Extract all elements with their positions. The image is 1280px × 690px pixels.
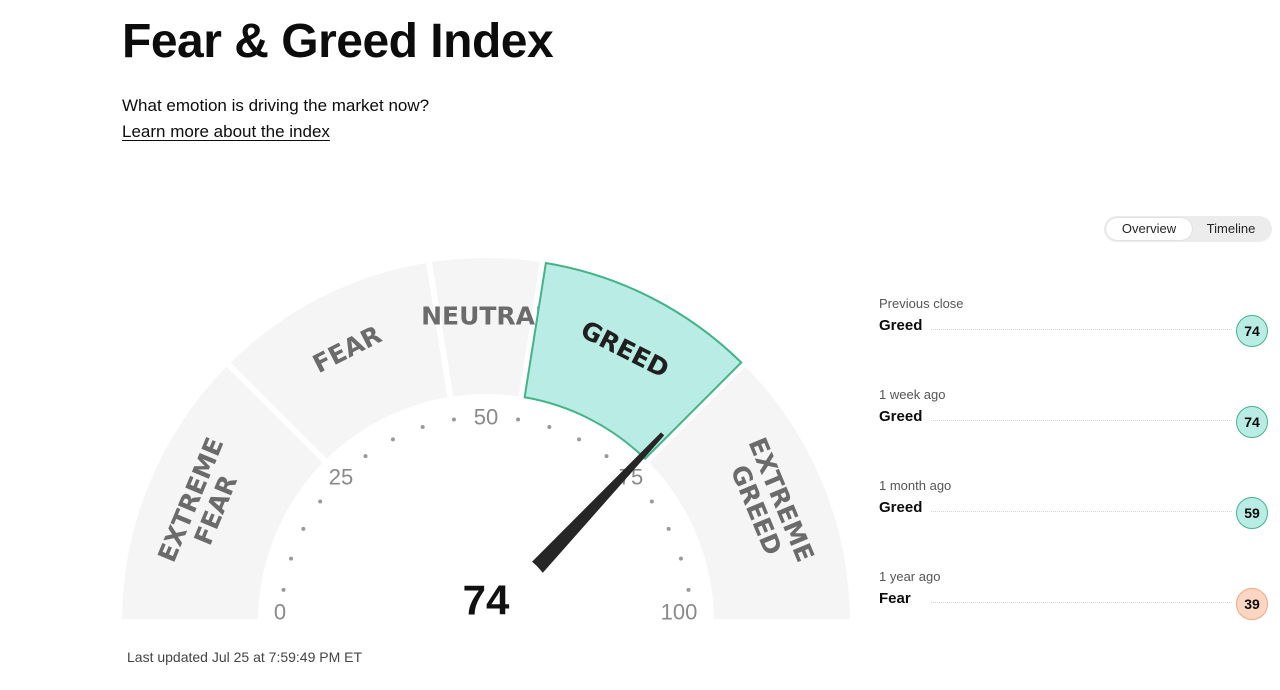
gauge-scale-dot (686, 587, 691, 592)
gauge-segment-label-line: NEUTRAL (421, 302, 551, 331)
gauge-segment-label-line: GREED (725, 461, 788, 560)
gauge-segment-label-line: GREED (576, 315, 674, 384)
gauge-segment-label: FEAR (308, 320, 386, 379)
overview-tab[interactable]: Overview (1106, 218, 1192, 240)
gauge-scale-dot (577, 437, 582, 442)
learn-more-link[interactable]: Learn more about the index (122, 122, 330, 141)
gauge-segment-greed (523, 261, 743, 461)
index-question: What emotion is driving the market now? (122, 96, 430, 115)
gauge-segment-label-line: FEAR (308, 320, 386, 379)
gauge-scale-dot (420, 425, 425, 430)
history-item-1-week-ago: 1 week ago Greed 74 (879, 387, 1268, 478)
history-value-badge: 39 (1236, 588, 1268, 620)
timeline-tab[interactable]: Timeline (1206, 221, 1256, 236)
gauge-segment-label: NEUTRAL (421, 302, 551, 331)
gauge-tick-label: 75 (619, 465, 643, 490)
gauge-segment-fear (230, 262, 448, 459)
gauge-segment-label-line: EXTREME (152, 433, 229, 566)
gauge-scale-dot (678, 556, 683, 561)
history-rating: Greed (879, 499, 923, 516)
gauge-segment-label-line: FEAR (188, 471, 243, 549)
gauge-needle: 74 (414, 432, 665, 689)
gauge-scale-dot (301, 526, 306, 531)
gauge-scale-dot (390, 437, 395, 442)
page-title: Fear & Greed Index (122, 15, 554, 68)
history-list: Previous close Greed 74 1 week ago Greed… (879, 296, 1268, 660)
history-when: 1 year ago (879, 569, 941, 584)
gauge-tick-label: 25 (329, 465, 353, 490)
history-when: 1 month ago (879, 478, 952, 493)
dotted-leader (931, 602, 1232, 603)
history-rating: Fear (879, 590, 911, 607)
gauge-segment-label-line: EXTREME (743, 433, 820, 566)
gauge-scale-dot (281, 587, 286, 592)
history-value-badge: 59 (1236, 497, 1268, 529)
gauge-tick-label: 50 (474, 405, 498, 430)
last-updated: Last updated Jul 25 at 7:59:49 PM ET (127, 649, 363, 665)
gauge-scale-dots (281, 417, 691, 592)
gauge-scale-dot (363, 454, 368, 459)
gauge-tick-labels: 0 25 50 75 100 (274, 405, 697, 625)
gauge-scale-dot (604, 454, 609, 459)
history-value-badge: 74 (1236, 315, 1268, 347)
history-item-previous-close: Previous close Greed 74 (879, 296, 1268, 387)
gauge-scale-dot (649, 499, 654, 504)
history-when: Previous close (879, 296, 964, 311)
gauge-tick-label: 100 (661, 600, 698, 625)
dotted-leader (931, 420, 1232, 421)
history-rating: Greed (879, 317, 923, 334)
gauge-scale-dot (516, 417, 521, 422)
history-item-1-month-ago: 1 month ago Greed 59 (879, 478, 1268, 569)
needle-pointer (524, 432, 665, 581)
history-item-1-year-ago: 1 year ago Fear 39 (879, 569, 1268, 660)
history-when: 1 week ago (879, 387, 946, 402)
history-value-badge: 74 (1236, 406, 1268, 438)
history-rating: Greed (879, 408, 923, 425)
gauge-segment-extreme-fear (122, 366, 323, 620)
gauge-scale-dot (289, 556, 294, 561)
gauge-segment-neutral (432, 258, 540, 397)
gauge-scale-dot (318, 499, 323, 504)
gauge-segment-extreme-greed (649, 366, 850, 620)
gauge-segment-label: GREED (576, 315, 674, 384)
gauge-tick-label: 0 (274, 600, 286, 625)
view-toggle: Overview Timeline (1104, 216, 1272, 242)
dotted-leader (931, 511, 1232, 512)
dotted-leader (931, 329, 1232, 330)
gauge-scale-dot (451, 417, 456, 422)
gauge-hub (414, 545, 558, 689)
gauge-scale-dot (547, 425, 552, 430)
gauge-scale-dot (666, 526, 671, 531)
gauge-value: 74 (463, 577, 510, 624)
